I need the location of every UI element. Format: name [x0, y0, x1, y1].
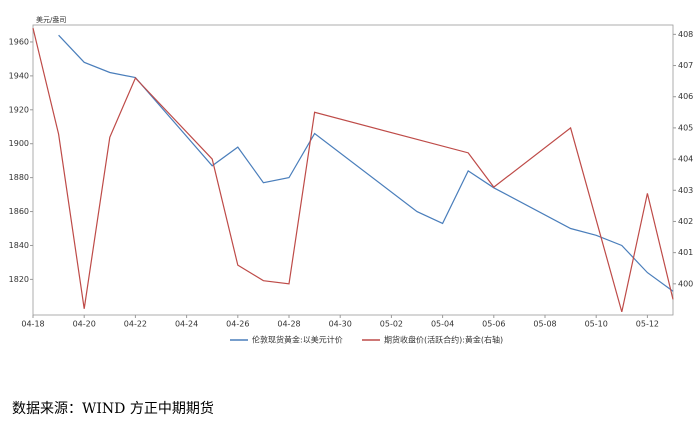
y2-tick-label: 400 [678, 279, 693, 288]
y-axis-label: 美元/盎司 [36, 15, 66, 24]
x-tick-label: 05-10 [585, 320, 608, 329]
x-tick-label: 05-06 [482, 320, 505, 329]
y2-tick-label: 407 [678, 61, 693, 70]
y-tick-label: 1920 [9, 105, 29, 114]
x-tick-label: 04-22 [124, 320, 147, 329]
y-tick-label: 1960 [9, 37, 29, 46]
y2-tick-label: 408 [678, 30, 693, 39]
legend-label: 伦敦现货黄金:以美元计价 [252, 335, 343, 345]
y2-tick-label: 405 [678, 123, 693, 132]
x-tick-label: 04-30 [329, 320, 352, 329]
x-tick-label: 04-28 [277, 320, 300, 329]
x-tick-label: 05-08 [533, 320, 556, 329]
y-tick-label: 1820 [9, 275, 29, 284]
source: 数据来源：WIND 方正中期期货 [12, 400, 214, 417]
y2-tick-label: 403 [678, 186, 693, 195]
x-tick-label: 04-24 [175, 320, 198, 329]
x-tick-label: 04-18 [21, 320, 44, 329]
y-tick-label: 1860 [9, 207, 29, 216]
plot-frame [32, 24, 674, 316]
y2-tick-label: 406 [678, 92, 693, 101]
y-tick-label: 1840 [9, 241, 29, 250]
x-tick-label: 05-04 [431, 320, 454, 329]
x-tick-label: 05-12 [636, 320, 659, 329]
x-tick-label: 05-02 [380, 320, 403, 329]
y-tick-label: 1940 [9, 71, 29, 80]
y-tick-label: 1900 [9, 139, 29, 148]
legend-label: 期货收盘价(活跃合约):黄金(右轴) [384, 335, 503, 345]
y2-tick-label: 402 [678, 217, 693, 226]
x-tick-label: 04-20 [73, 320, 96, 329]
y2-tick-label: 401 [678, 248, 693, 257]
y2-tick-label: 404 [678, 155, 693, 164]
x-tick-label: 04-26 [226, 320, 249, 329]
series-line [32, 27, 674, 313]
y-tick-label: 1880 [9, 173, 29, 182]
